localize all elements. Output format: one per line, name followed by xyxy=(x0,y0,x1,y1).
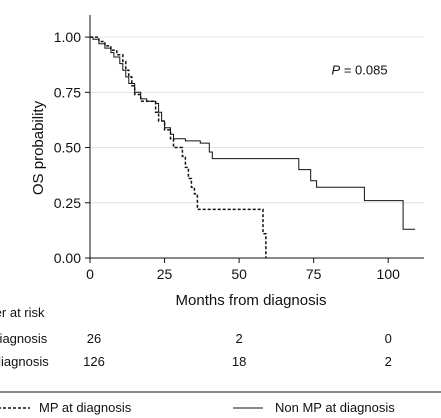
x-tick-label: 100 xyxy=(377,266,401,282)
x-tick-label: 50 xyxy=(231,266,247,282)
y-tick-label: 0.00 xyxy=(54,250,81,266)
p-value-symbol: P xyxy=(332,63,341,78)
risk-count: 126 xyxy=(83,354,105,369)
curve-mp-at-diagnosis xyxy=(90,36,267,258)
x-ticks: 0 25 50 75 100 xyxy=(86,258,400,282)
y-ticks: 0.00 0.25 0.50 0.75 1.00 xyxy=(54,29,90,266)
risk-row-label-mp: MP at diagnosis xyxy=(0,331,48,346)
y-axis-label: OS probability xyxy=(30,100,47,195)
risk-row-label-non-mp: Non MP at diagnosis xyxy=(0,354,49,369)
risk-table-counts: 26 2 0 126 18 2 xyxy=(83,331,392,369)
risk-table-title: Number at risk xyxy=(0,305,45,320)
grid-lines xyxy=(90,36,424,204)
legend-label-non-mp: Non MP at diagnosis xyxy=(275,400,395,415)
legend-label-mp: MP at diagnosis xyxy=(39,400,132,415)
p-value-annotation: P = 0.085 xyxy=(332,63,388,78)
x-tick-label: 75 xyxy=(306,266,322,282)
curve-non-mp-at-diagnosis xyxy=(90,36,416,230)
risk-count: 18 xyxy=(232,354,246,369)
y-tick-label: 0.50 xyxy=(54,140,81,156)
p-value-text: = 0.085 xyxy=(340,63,387,78)
risk-count: 2 xyxy=(385,354,392,369)
survival-curves xyxy=(90,36,416,258)
risk-count: 2 xyxy=(235,331,242,346)
axes xyxy=(89,15,424,259)
y-tick-label: 0.25 xyxy=(54,195,81,211)
risk-count: 0 xyxy=(385,331,392,346)
x-tick-label: 0 xyxy=(86,266,94,282)
x-axis-label: Months from diagnosis xyxy=(176,292,327,309)
y-tick-label: 0.75 xyxy=(54,84,81,100)
legend: MP at diagnosis Non MP at diagnosis xyxy=(0,400,395,415)
x-tick-label: 25 xyxy=(157,266,173,282)
y-tick-label: 1.00 xyxy=(54,29,81,45)
risk-table: Number at risk MP at diagnosis Non MP at… xyxy=(0,305,392,369)
risk-count: 26 xyxy=(87,331,101,346)
